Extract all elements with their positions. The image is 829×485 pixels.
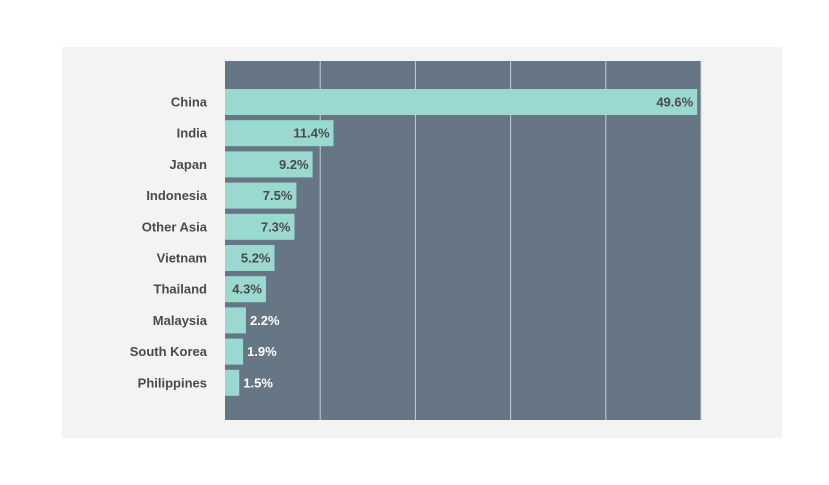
value-label: 1.5%	[243, 375, 273, 390]
value-label: 9.2%	[279, 157, 309, 172]
bars	[225, 89, 698, 396]
category-label: Other Asia	[142, 219, 208, 234]
category-label: Malaysia	[153, 313, 208, 328]
bar-philippines	[225, 369, 240, 396]
bar-chart: China India Japan Indonesia Other Asia Vietna…	[130, 61, 702, 420]
bar-south-korea	[225, 338, 244, 365]
category-label: China	[171, 95, 208, 110]
bar-china	[225, 89, 698, 115]
bar-japan	[225, 151, 313, 178]
value-label: 7.5%	[263, 188, 293, 203]
value-label: 2.2%	[250, 313, 280, 328]
value-label: 1.9%	[247, 344, 277, 359]
category-label: Thailand	[154, 282, 208, 297]
bar-vietnam	[225, 245, 275, 271]
category-label: Indonesia	[146, 188, 207, 203]
bar-indonesia	[225, 182, 297, 209]
value-label: 7.3%	[261, 219, 291, 234]
category-label: India	[177, 126, 208, 141]
bar-malaysia	[225, 307, 246, 334]
bar-other-asia	[225, 213, 295, 240]
category-label: South Korea	[130, 344, 208, 359]
category-label: Philippines	[138, 375, 207, 390]
value-labels: 49.6% 11.4% 9.2% 7.5% 7.3% 5.2% 4.3% 2.2% 1.9% 1.…	[232, 95, 693, 391]
bar-india	[225, 120, 334, 147]
bar-thailand	[225, 276, 266, 303]
chart-card: China India Japan Indonesia Other Asia Vietna…	[62, 47, 782, 438]
value-label: 11.4%	[293, 126, 330, 141]
value-label: 4.3%	[232, 282, 262, 297]
category-labels: China India Japan Indonesia Other Asia Vietna…	[130, 95, 208, 391]
value-label: 5.2%	[241, 251, 271, 266]
category-label: Japan	[169, 157, 207, 172]
category-label: Vietnam	[157, 251, 207, 266]
value-label: 49.6%	[656, 95, 693, 110]
